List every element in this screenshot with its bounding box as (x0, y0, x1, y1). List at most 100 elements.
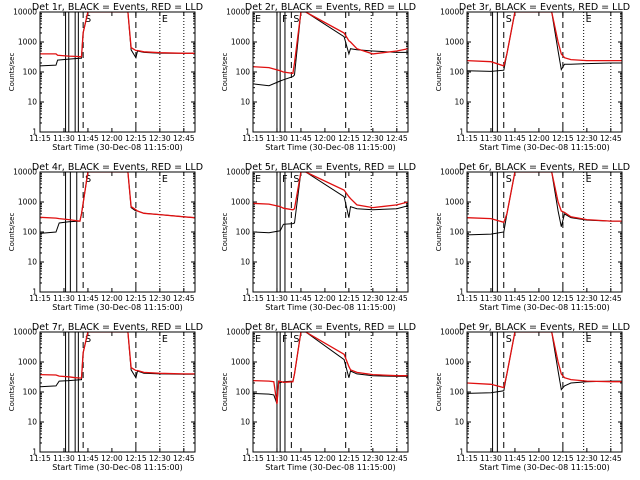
y-tick-label: 100 (23, 68, 38, 77)
x-tick-label: 11:45 (290, 134, 312, 143)
y-axis-label: Counts/sec (8, 373, 16, 412)
y-tick-label: 10000 (13, 328, 37, 337)
time-marker-label: E (255, 14, 261, 25)
panel-title: Det 7r, BLACK = Events, RED = LLD (32, 322, 203, 333)
y-tick-label: 1000 (231, 198, 250, 207)
events-series-line (40, 172, 195, 234)
y-tick-label: 100 (236, 388, 251, 397)
x-tick-label: 12:00 (314, 454, 336, 463)
x-tick-label: 11:45 (504, 454, 526, 463)
x-tick-label: 12:00 (528, 134, 550, 143)
detector-panel: Det 8r, BLACK = Events, RED = LLD 1 10 100 1… (221, 322, 416, 472)
x-tick-label: 11:30 (266, 454, 288, 463)
y-tick-label: 100 (236, 228, 251, 237)
y-tick-label: 10000 (440, 168, 464, 177)
y-tick-label: 100 (23, 228, 38, 237)
events-series-line (467, 172, 622, 236)
y-tick-label: 100 (236, 68, 251, 77)
y-tick-label: 1 (245, 128, 250, 137)
y-axis-label: Counts/sec (8, 53, 16, 92)
x-tick-label: 12:30 (576, 294, 598, 303)
x-tick-label: 12:00 (314, 134, 336, 143)
y-tick-label: 10 (240, 418, 250, 427)
panel-title: Det 5r, BLACK = Events, RED = LLD (245, 162, 416, 173)
x-axis-label: Start Time (30-Dec-08 11:15:00) (52, 143, 183, 152)
y-axis-label: Counts/sec (8, 213, 16, 252)
y-tick-label: 1000 (18, 38, 37, 47)
lld-series-line (40, 172, 195, 222)
x-tick-label: 11:15 (456, 134, 478, 143)
y-tick-label: 10 (454, 258, 464, 267)
lld-series-line (40, 12, 195, 58)
detector-panel: Det 3r, BLACK = Events, RED = LLD 1 10 100 1… (435, 2, 630, 152)
y-tick-label: 10000 (13, 168, 37, 177)
time-marker-label: E (586, 174, 592, 185)
time-marker-label: S (85, 174, 91, 185)
y-tick-label: 10 (27, 258, 37, 267)
y-tick-label: 10 (454, 418, 464, 427)
time-marker-label: E (162, 334, 168, 345)
x-tick-label: 12:30 (362, 134, 384, 143)
y-tick-label: 100 (23, 388, 38, 397)
x-tick-label: 11:45 (504, 294, 526, 303)
y-tick-label: 100 (450, 68, 465, 77)
events-series-line (467, 12, 622, 72)
x-tick-label: 12:30 (149, 454, 171, 463)
x-axis-label: Start Time (30-Dec-08 11:15:00) (265, 143, 396, 152)
lld-series-line (467, 172, 622, 224)
time-marker-label: S (85, 334, 91, 345)
time-marker-label: E (162, 14, 168, 25)
x-tick-label: 11:15 (29, 454, 51, 463)
lld-series-line (467, 332, 622, 389)
detector-panel: Det 4r, BLACK = Events, RED = LLD 1 10 100 1… (8, 162, 203, 312)
y-tick-label: 10000 (440, 8, 464, 17)
x-tick-label: 11:45 (504, 134, 526, 143)
x-tick-label: 11:15 (242, 134, 264, 143)
lld-series-line (253, 332, 408, 404)
y-tick-label: 1 (32, 128, 37, 137)
plot-frame (252, 171, 409, 293)
detector-panel: Det 2r, BLACK = Events, RED = LLD 1 10 100 1… (221, 2, 416, 152)
y-tick-label: 1000 (18, 198, 37, 207)
panel-title: Det 6r, BLACK = Events, RED = LLD (459, 162, 630, 173)
y-tick-label: 1000 (445, 198, 464, 207)
time-marker-label: E (586, 14, 592, 25)
y-tick-label: 1 (245, 448, 250, 457)
x-tick-label: 12:15 (552, 134, 574, 143)
x-tick-label: 12:45 (600, 294, 622, 303)
y-tick-label: 1 (32, 448, 37, 457)
x-axis-label: Start Time (30-Dec-08 11:15:00) (265, 303, 396, 312)
detector-panel: Det 9r, BLACK = Events, RED = LLD 1 10 100 1… (435, 322, 630, 472)
detector-panel: Det 5r, BLACK = Events, RED = LLD 1 10 100 1… (221, 162, 416, 312)
y-tick-label: 1000 (445, 38, 464, 47)
x-tick-label: 12:30 (149, 134, 171, 143)
y-tick-label: 10 (27, 98, 37, 107)
x-tick-label: 11:15 (456, 294, 478, 303)
plot-frame (466, 11, 623, 133)
x-tick-label: 11:15 (456, 454, 478, 463)
x-tick-label: 12:15 (125, 134, 147, 143)
y-tick-label: 1 (245, 288, 250, 297)
events-series-line (253, 172, 408, 234)
y-axis-label: Counts/sec (435, 373, 443, 412)
events-series-line (253, 332, 408, 405)
x-tick-label: 11:15 (242, 454, 264, 463)
y-axis-label: Counts/sec (221, 53, 229, 92)
y-tick-label: 10000 (13, 8, 37, 17)
x-tick-label: 12:30 (362, 454, 384, 463)
x-tick-label: 12:30 (149, 294, 171, 303)
time-marker-label: E (255, 174, 261, 185)
panel-title: Det 1r, BLACK = Events, RED = LLD (32, 2, 203, 13)
time-marker-label: E (255, 334, 261, 345)
x-tick-label: 11:30 (266, 294, 288, 303)
x-axis-label: Start Time (30-Dec-08 11:15:00) (52, 303, 183, 312)
plot-frame (252, 11, 409, 133)
y-tick-label: 1000 (231, 38, 250, 47)
time-marker-label: S (85, 14, 91, 25)
y-tick-label: 1 (459, 288, 464, 297)
panel-title: Det 8r, BLACK = Events, RED = LLD (245, 322, 416, 333)
x-tick-label: 11:30 (53, 134, 75, 143)
plot-frame (466, 171, 623, 293)
y-tick-label: 100 (450, 388, 465, 397)
